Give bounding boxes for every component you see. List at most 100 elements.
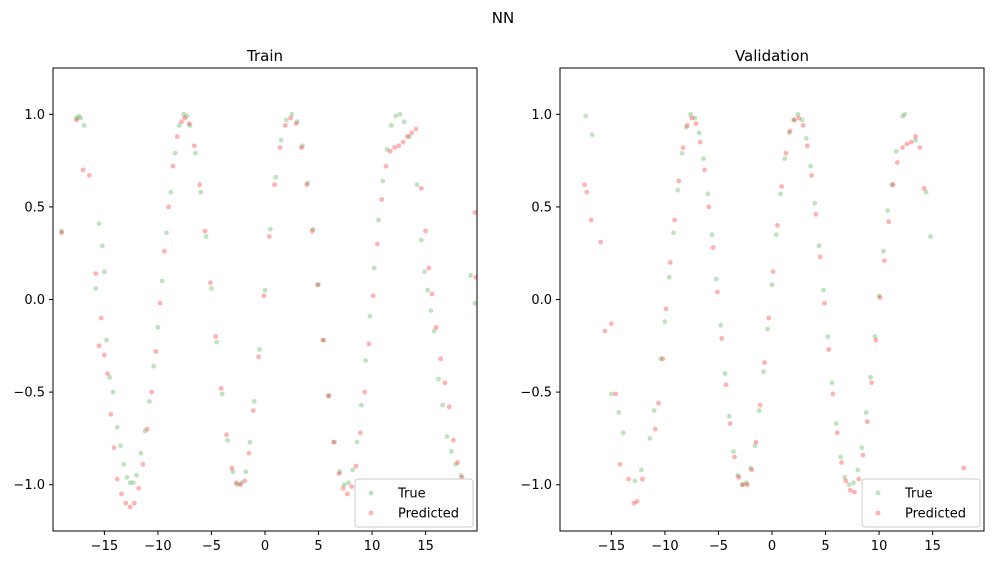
data-point: [692, 115, 698, 121]
data-point: [904, 141, 910, 147]
data-point: [433, 324, 439, 330]
data-point: [140, 461, 146, 467]
data-point: [913, 134, 918, 139]
data-point: [868, 374, 873, 380]
data-point: [151, 363, 157, 369]
data-point: [242, 478, 248, 484]
data-point: [132, 500, 137, 506]
data-point: [634, 499, 640, 504]
data-point: [359, 402, 364, 408]
scatter-points: [59, 111, 477, 510]
data-point: [602, 328, 608, 334]
data-point: [825, 334, 831, 339]
data-point: [756, 408, 762, 413]
data-point: [739, 482, 745, 488]
data-point: [762, 360, 767, 365]
data-point: [243, 469, 249, 475]
data-point: [331, 439, 336, 445]
series-true: [583, 111, 933, 488]
data-point: [715, 289, 720, 295]
legend-box: [861, 478, 981, 528]
data-point: [872, 334, 878, 339]
data-point: [766, 315, 772, 321]
data-point: [701, 156, 706, 162]
data-point: [262, 287, 268, 293]
data-point: [224, 432, 229, 438]
data-point: [110, 389, 116, 395]
data-point: [816, 243, 822, 249]
data-point: [354, 439, 360, 445]
legend: True Predicted: [861, 478, 981, 528]
data-point: [392, 145, 397, 151]
data-point: [405, 134, 410, 139]
data-point: [660, 356, 666, 362]
data-point: [134, 473, 139, 478]
data-point: [350, 467, 356, 473]
data-point: [458, 473, 464, 478]
data-point: [197, 182, 203, 188]
data-point: [166, 204, 172, 210]
data-point: [379, 197, 385, 202]
data-point: [367, 313, 373, 319]
data-point: [93, 271, 99, 276]
data-point: [613, 391, 619, 397]
data-point: [426, 265, 432, 271]
data-point: [108, 411, 114, 417]
data-point: [74, 117, 79, 123]
data-point: [316, 282, 321, 288]
data-point: [238, 482, 243, 488]
data-point: [803, 136, 809, 141]
data-point: [839, 460, 844, 465]
data-point: [769, 282, 775, 288]
data-point: [118, 443, 123, 449]
data-point: [799, 117, 805, 123]
data-point: [795, 111, 801, 117]
data-point: [159, 278, 165, 284]
data-point: [214, 339, 220, 345]
x-tick-label: −5: [709, 539, 728, 554]
data-point: [289, 111, 295, 117]
scatter-points: [582, 111, 967, 506]
data-point: [881, 248, 886, 254]
data-point: [261, 293, 267, 299]
data-point: [685, 123, 690, 128]
x-tick-label: −10: [651, 539, 678, 554]
data-point: [702, 167, 707, 173]
data-point: [900, 145, 905, 151]
data-point: [846, 482, 852, 488]
data-point: [310, 226, 316, 232]
data-point: [124, 474, 130, 480]
data-point: [787, 128, 793, 134]
data-point: [294, 119, 300, 125]
data-point: [626, 476, 631, 482]
data-point: [666, 274, 672, 280]
legend-marker: [875, 490, 881, 496]
data-point: [184, 113, 190, 119]
data-point: [583, 113, 589, 119]
data-point: [341, 482, 347, 488]
data-point: [453, 461, 458, 467]
y-tick-label: −0.5: [520, 386, 552, 401]
data-point: [894, 160, 900, 165]
data-point: [304, 182, 310, 188]
series-true: [59, 111, 477, 488]
data-point: [864, 419, 870, 425]
y-tick-label: 1.0: [531, 108, 552, 123]
data-point: [847, 487, 853, 493]
data-point: [753, 439, 759, 445]
data-point: [640, 476, 645, 482]
data-point: [428, 308, 434, 313]
data-point: [804, 143, 810, 149]
data-point: [662, 319, 668, 325]
data-point: [446, 404, 452, 410]
data-point: [779, 184, 784, 189]
data-point: [732, 454, 737, 460]
data-point: [187, 123, 193, 128]
legend-label: Predicted: [398, 507, 459, 522]
data-point: [153, 349, 159, 354]
data-point: [401, 119, 407, 125]
data-point: [203, 234, 209, 239]
data-point: [213, 334, 219, 339]
data-point: [425, 287, 431, 293]
data-point: [829, 380, 835, 386]
